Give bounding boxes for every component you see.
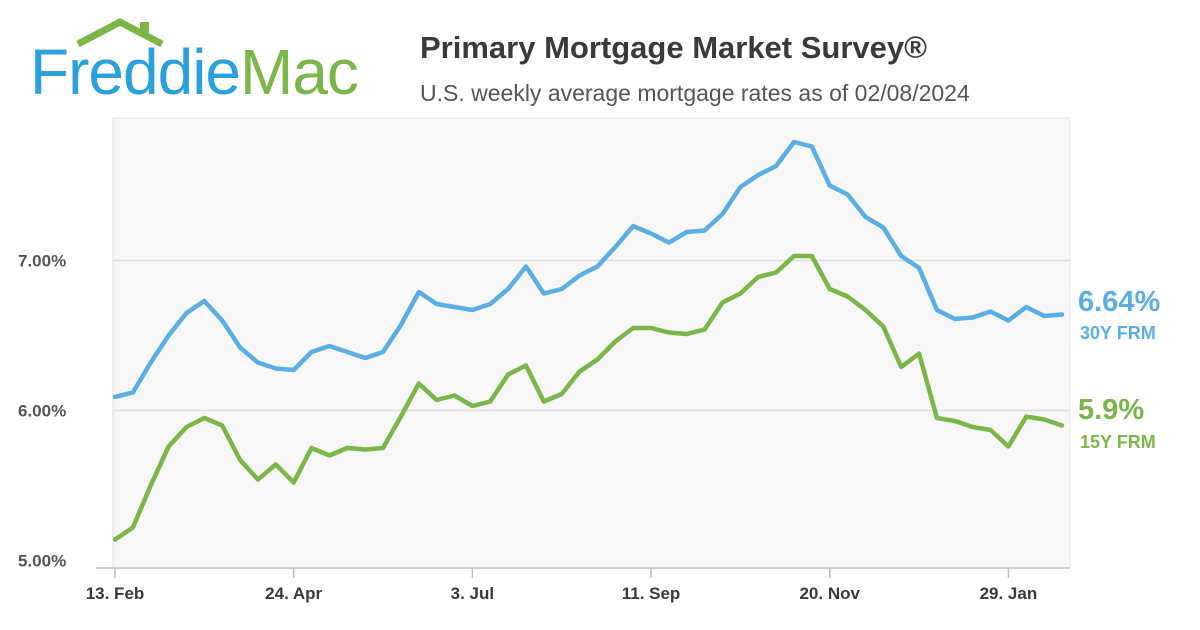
series-name-30y-frm: 30Y FRM [1080,323,1156,343]
logo-word-mac: Mac [240,36,359,108]
end-value-15y-frm: 5.9% [1078,394,1144,426]
x-tick-label: 13. Feb [86,584,145,603]
logo-word-freddie: Freddie [30,36,241,108]
y-tick-label: 6.00% [18,402,66,421]
logo-wordmark: FreddieMac [30,40,359,104]
series-name-15y-frm: 15Y FRM [1080,432,1156,452]
house-roof-icon [76,18,164,48]
x-tick-label: 11. Sep [622,584,681,603]
chart-title: Primary Mortgage Market Survey® [420,30,927,65]
x-tick-label: 29. Jan [980,584,1038,603]
x-tick-label: 20. Nov [799,584,860,603]
end-value-30y-frm: 6.64% [1078,286,1160,318]
x-tick-label: 3. Jul [451,584,494,603]
x-tick-label: 24. Apr [265,584,322,603]
freddie-mac-logo: FreddieMac [26,18,386,108]
y-tick-label: 7.00% [18,252,66,271]
series-line-30y-frm [112,139,1065,400]
plot-background [113,118,1070,568]
chart-subtitle: U.S. weekly average mortgage rates as of… [420,80,970,106]
y-tick-label: 5.00% [18,552,66,571]
series-line-15y-frm [112,253,1065,542]
